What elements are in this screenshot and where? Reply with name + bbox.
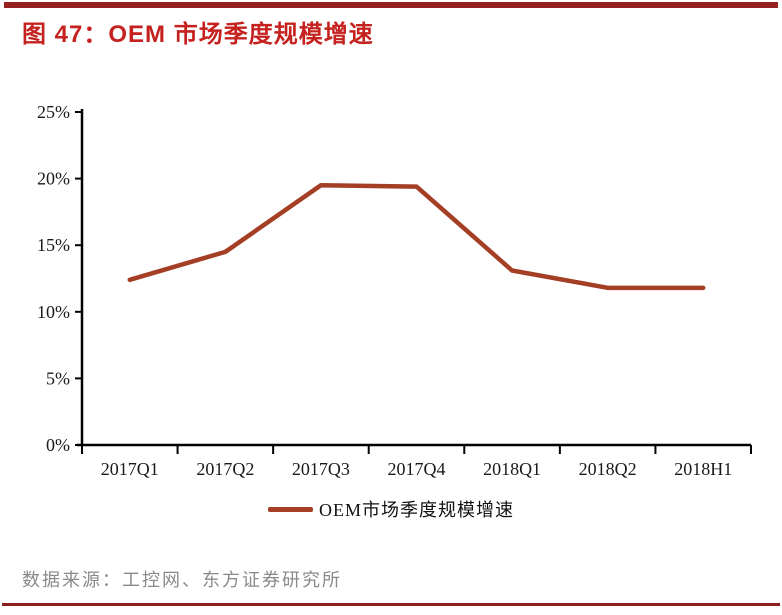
x-tick-label: 2017Q3 [292, 459, 350, 479]
chart-canvas: 0% 5% 10% 15% 20% 25% 2017Q1 2017Q2 2017Q3 2017Q4… [37, 102, 752, 479]
series-line [127, 183, 706, 291]
y-tick-label: 15% [37, 235, 70, 255]
line-chart: 0% 5% 10% 15% 20% 25% 2017Q1 2017Q2 2017Q3 2017Q4… [0, 85, 782, 485]
top-rule [4, 2, 778, 8]
legend-line-swatch [268, 506, 313, 512]
x-tick-label: 2017Q4 [388, 459, 446, 479]
x-tick-label: 2017Q2 [196, 459, 254, 479]
y-tick-label: 25% [37, 102, 70, 122]
data-source-note: 数据来源：工控网、东方证券研究所 [22, 570, 342, 590]
chart-legend: OEM市场季度规模增速 [0, 496, 782, 522]
y-tick-label: 5% [46, 368, 70, 388]
page-title: 图 47：OEM 市场季度规模增速 [22, 21, 374, 48]
x-tick-label: 2018Q1 [483, 459, 541, 479]
x-tick-label: 2018H1 [674, 459, 732, 479]
y-tick-label: 0% [46, 435, 70, 455]
x-tick-label: 2018Q2 [579, 459, 637, 479]
bottom-rule [2, 603, 780, 606]
y-tick-label: 20% [37, 169, 70, 189]
y-tick-label: 10% [37, 302, 70, 322]
legend-label: OEM市场季度规模增速 [319, 500, 514, 520]
x-tick-label: 2017Q1 [101, 459, 159, 479]
